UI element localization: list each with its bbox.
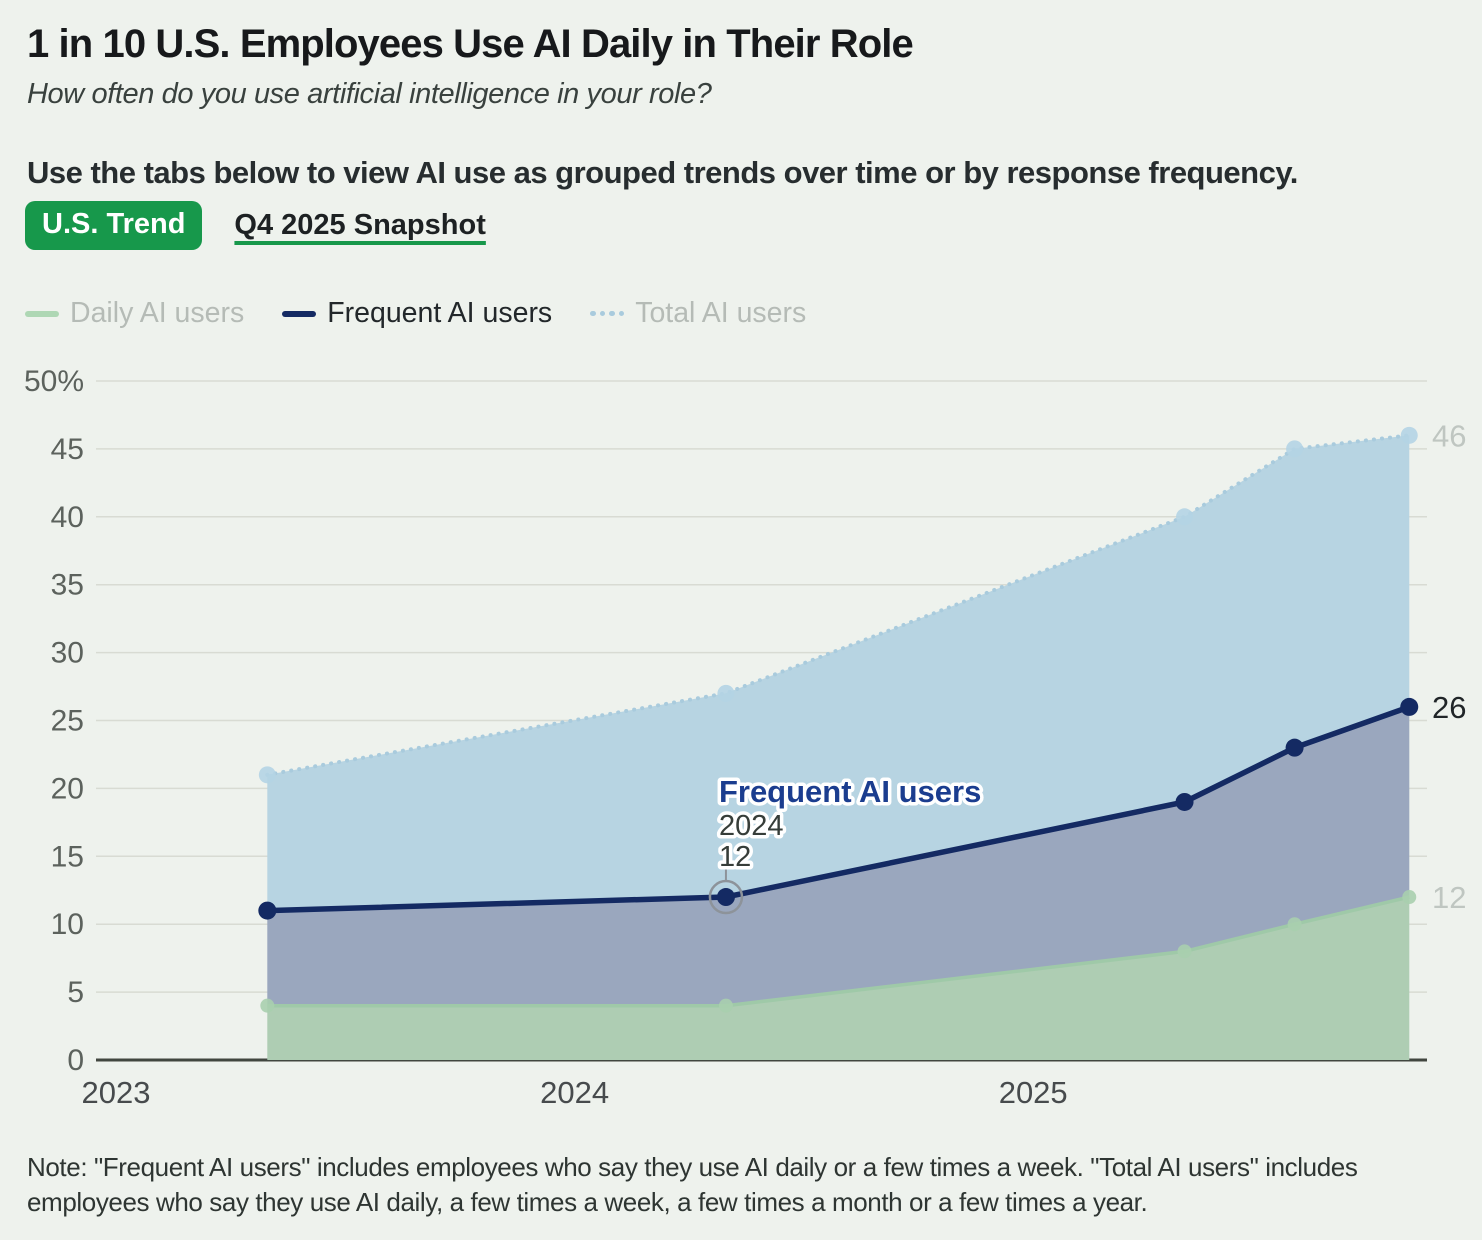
svg-text:5: 5 bbox=[67, 976, 84, 1009]
daily-line-swatch-icon bbox=[25, 310, 59, 317]
svg-text:2024: 2024 bbox=[540, 1075, 609, 1110]
svg-text:2024: 2024 bbox=[719, 810, 784, 842]
svg-text:25: 25 bbox=[51, 705, 84, 738]
footnote: Note: "Frequent AI users" includes emplo… bbox=[27, 1152, 1358, 1218]
page-title: 1 in 10 U.S. Employees Use AI Daily in T… bbox=[27, 22, 914, 66]
svg-text:2023: 2023 bbox=[82, 1075, 151, 1110]
svg-text:12: 12 bbox=[1432, 880, 1466, 915]
svg-text:20: 20 bbox=[51, 772, 84, 805]
legend-item-daily[interactable]: Daily AI users bbox=[25, 297, 244, 330]
legend-item-frequent[interactable]: Frequent AI users bbox=[282, 297, 552, 330]
tabs-instruction: Use the tabs below to view AI use as gro… bbox=[27, 155, 1298, 190]
view-tabs: U.S. Trend Q4 2025 Snapshot bbox=[25, 201, 486, 250]
survey-question-subtitle: How often do you use artificial intellig… bbox=[27, 78, 712, 110]
chart-legend: Daily AI users Frequent AI users Total A… bbox=[25, 297, 806, 330]
legend-label-total: Total AI users bbox=[635, 297, 807, 329]
tab-q4-2025-snapshot[interactable]: Q4 2025 Snapshot bbox=[234, 209, 486, 241]
legend-label-frequent: Frequent AI users bbox=[327, 297, 553, 329]
svg-text:12: 12 bbox=[719, 841, 751, 873]
svg-text:46: 46 bbox=[1432, 418, 1466, 453]
legend-item-total[interactable]: Total AI users bbox=[590, 297, 806, 330]
total-dotted-swatch-icon bbox=[590, 310, 625, 317]
svg-text:35: 35 bbox=[51, 569, 84, 602]
tab-us-trend[interactable]: U.S. Trend bbox=[25, 201, 203, 250]
svg-text:2025: 2025 bbox=[999, 1075, 1068, 1110]
svg-text:0: 0 bbox=[67, 1044, 84, 1077]
svg-text:26: 26 bbox=[1432, 690, 1466, 725]
svg-text:40: 40 bbox=[51, 501, 84, 534]
svg-text:15: 15 bbox=[51, 840, 84, 873]
svg-text:30: 30 bbox=[51, 637, 84, 670]
svg-text:10: 10 bbox=[51, 908, 84, 941]
frequent-line-swatch-icon bbox=[282, 310, 317, 317]
svg-text:Frequent AI users: Frequent AI users bbox=[719, 774, 981, 809]
svg-text:50%: 50% bbox=[24, 365, 84, 398]
svg-text:45: 45 bbox=[51, 433, 84, 466]
legend-label-daily: Daily AI users bbox=[70, 297, 245, 329]
